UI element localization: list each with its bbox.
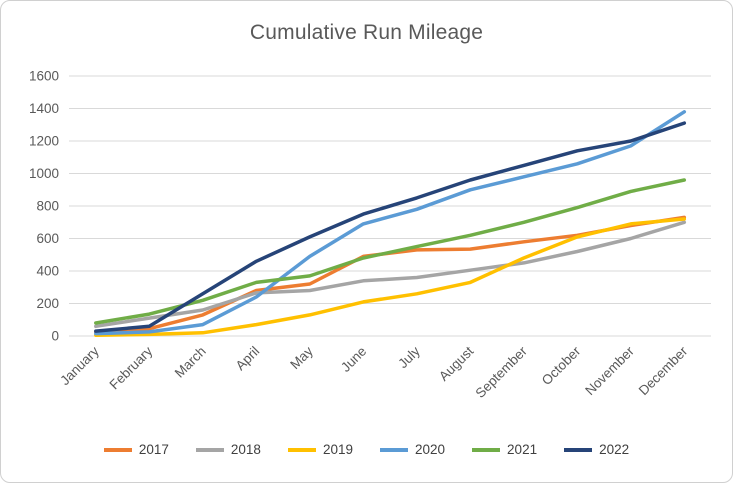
series-line-2019 xyxy=(94,217,687,337)
chart-legend: 2017 2018 2019 2020 2021 2022 xyxy=(1,442,732,457)
legend-label: 2020 xyxy=(415,442,446,457)
legend-swatch-2020 xyxy=(380,447,408,452)
y-tick-label: 0 xyxy=(51,329,59,344)
legend-swatch-2017 xyxy=(103,447,132,452)
legend-swatch-2022 xyxy=(564,447,593,452)
series-line-2017 xyxy=(94,215,687,334)
legend-label: 2018 xyxy=(230,442,261,457)
y-tick-label: 1200 xyxy=(29,134,59,149)
legend-item-2019[interactable]: 2019 xyxy=(287,442,353,457)
legend-item-2021[interactable]: 2021 xyxy=(472,442,537,457)
series-line-2018 xyxy=(94,220,687,329)
legend-label: 2017 xyxy=(138,442,169,457)
series-line-2020 xyxy=(94,110,687,336)
y-tick-label: 400 xyxy=(36,264,59,279)
x-tick-label: April xyxy=(233,344,263,374)
y-tick-label: 600 xyxy=(36,231,59,246)
legend-label: 2019 xyxy=(322,442,353,457)
x-tick-label: January xyxy=(57,343,102,388)
x-tick-label: June xyxy=(338,344,369,375)
y-tick-label: 200 xyxy=(36,296,59,311)
legend-item-2017[interactable]: 2017 xyxy=(103,442,169,457)
x-tick-label: August xyxy=(436,343,477,384)
y-tick-label: 1000 xyxy=(29,166,59,181)
y-tick-label: 1600 xyxy=(29,69,59,84)
x-tick-label: May xyxy=(287,343,316,372)
legend-label: 2022 xyxy=(599,442,630,457)
x-tick-label: October xyxy=(539,343,584,388)
chart-title: Cumulative Run Mileage xyxy=(249,21,484,44)
x-tick-label: July xyxy=(395,343,423,371)
legend-item-2020[interactable]: 2020 xyxy=(380,442,445,457)
y-tick-label: 1400 xyxy=(29,101,59,116)
series-line-2021 xyxy=(94,178,687,325)
x-tick-label: February xyxy=(107,343,156,392)
legend-swatch-2021 xyxy=(472,447,501,452)
x-tick-label: December xyxy=(636,343,691,398)
legend-item-2018[interactable]: 2018 xyxy=(195,442,261,457)
series-line-2022 xyxy=(94,121,687,333)
legend-item-2022[interactable]: 2022 xyxy=(564,442,629,457)
x-tick-label: March xyxy=(172,344,209,381)
x-tick-label: September xyxy=(473,343,531,401)
legend-swatch-2018 xyxy=(195,447,224,452)
legend-swatch-2019 xyxy=(287,447,316,452)
legend-label: 2021 xyxy=(507,442,538,457)
y-tick-label: 800 xyxy=(36,199,59,214)
x-tick-label: November xyxy=(582,343,637,398)
